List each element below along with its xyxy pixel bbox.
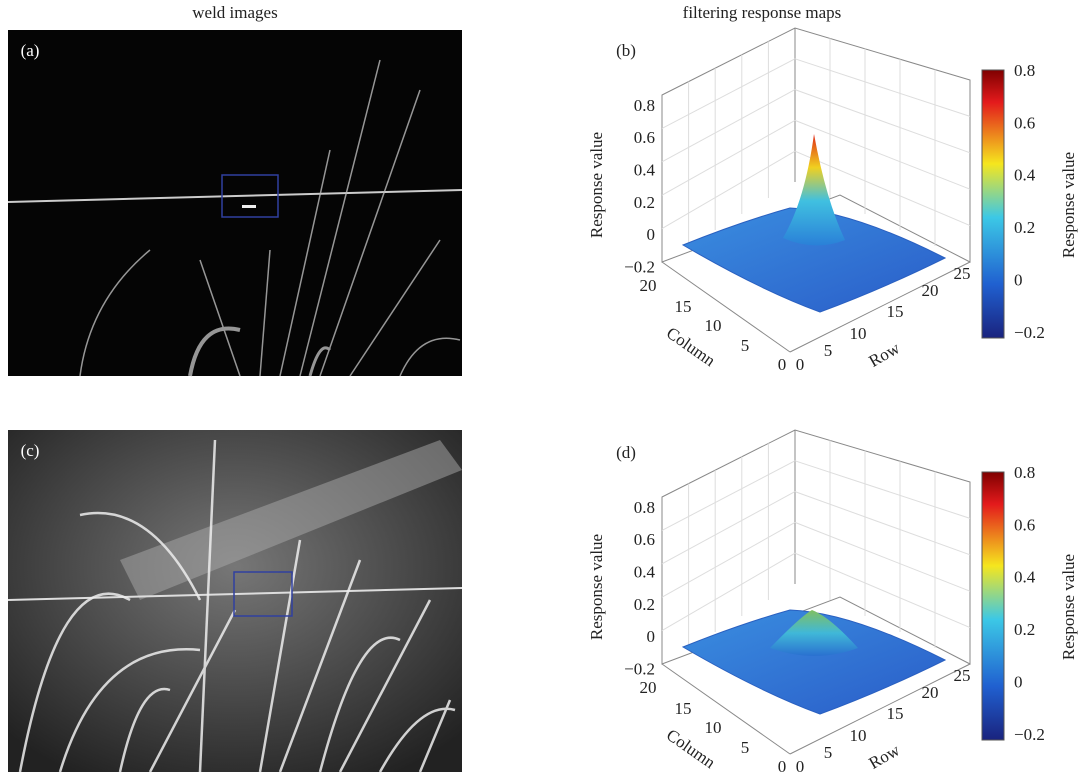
grid-line	[795, 492, 970, 555]
weld-image: (c)	[8, 430, 462, 772]
row-tick-label: 0	[796, 355, 805, 374]
grid-line	[795, 522, 970, 591]
row-axis-label: Row	[866, 338, 904, 371]
colorbar-label: Response value	[1059, 554, 1078, 660]
z-tick-label: 0	[647, 225, 656, 244]
grid-line	[662, 120, 795, 195]
column-tick-label: 0	[778, 757, 787, 776]
row-tick-label: 20	[922, 683, 939, 702]
column-tick-label: 10	[705, 316, 722, 335]
row-tick-label: 5	[824, 341, 833, 360]
grid-line	[662, 522, 795, 597]
grid-line	[795, 59, 970, 117]
row-tick-label: 0	[796, 757, 805, 776]
column-tick-label: 5	[741, 336, 750, 355]
row-tick-label: 20	[922, 281, 939, 300]
z-tick-label: −0.2	[624, 257, 655, 276]
z-axis-label: Response value	[587, 534, 606, 640]
colorbar	[982, 472, 1004, 740]
grid-line	[662, 461, 795, 531]
row-tick-label: 25	[954, 666, 971, 685]
z-tick-label: 0.2	[634, 595, 655, 614]
row-tick-label: 10	[850, 324, 867, 343]
row-tick-label: 15	[887, 302, 904, 321]
column-tick-label: 5	[741, 738, 750, 757]
colorbar-tick-label: 0.2	[1014, 620, 1035, 639]
figure: weld images filtering response maps (a)	[0, 0, 1083, 778]
grid-line	[662, 90, 795, 162]
panel-label: (a)	[21, 41, 40, 60]
z-axis-label: Response value	[587, 132, 606, 238]
z-tick-label: 0.8	[634, 96, 655, 115]
response-plot: (d) 0.8 0.6 0.4 0.2 0 −0.2 Response value 20 15 10…	[587, 430, 1078, 776]
row-axis-label: Row	[866, 740, 904, 773]
panel-label: (d)	[616, 443, 636, 462]
z-tick-label: 0.4	[634, 563, 656, 582]
row-tick-label: 15	[887, 704, 904, 723]
column-heading: weld images	[192, 3, 277, 22]
z-tick-label: 0.4	[634, 161, 656, 180]
z-tick-label: 0.2	[634, 193, 655, 212]
z-tick-label: 0.6	[634, 128, 655, 147]
colorbar-tick-label: −0.2	[1014, 323, 1045, 342]
colorbar-label: Response value	[1059, 152, 1078, 258]
colorbar-tick-label: 0.8	[1014, 61, 1035, 80]
grid-line	[662, 59, 795, 129]
panel-label: (c)	[21, 441, 40, 460]
row-tick-label: 5	[824, 743, 833, 762]
grid-line	[795, 461, 970, 519]
column-tick-label: 15	[675, 699, 692, 718]
colorbar-tick-label: 0.2	[1014, 218, 1035, 237]
colorbar-tick-label: 0.4	[1014, 568, 1036, 587]
colorbar-tick-label: 0.6	[1014, 113, 1035, 132]
row-tick-label: 10	[850, 726, 867, 745]
row-tick-label: 25	[954, 264, 971, 283]
column-tick-label: 15	[675, 297, 692, 316]
grid-line	[795, 90, 970, 153]
colorbar-tick-label: −0.2	[1014, 725, 1045, 744]
column-tick-label: 20	[640, 678, 657, 697]
response-peak	[783, 134, 845, 246]
panel-label: (b)	[616, 41, 636, 60]
colorbar-tick-label: 0	[1014, 673, 1023, 692]
colorbar-tick-label: 0	[1014, 271, 1023, 290]
weld-image: (a)	[8, 30, 462, 376]
colorbar-tick-label: 0.6	[1014, 515, 1035, 534]
response-plot: (b) 0.8 0.6 0.4 0.2 0 −0.2 Response value 20 15 10…	[587, 28, 1078, 374]
colorbar-tick-label: 0.4	[1014, 166, 1036, 185]
colorbar	[982, 70, 1004, 338]
z-tick-label: −0.2	[624, 659, 655, 678]
column-tick-label: 20	[640, 276, 657, 295]
column-tick-label: 10	[705, 718, 722, 737]
z-tick-label: 0	[647, 627, 656, 646]
grid-line	[662, 492, 795, 564]
column-tick-label: 0	[778, 355, 787, 374]
column-heading: filtering response maps	[683, 3, 842, 22]
z-tick-label: 0.8	[634, 498, 655, 517]
z-tick-label: 0.6	[634, 530, 655, 549]
colorbar-tick-label: 0.8	[1014, 463, 1035, 482]
